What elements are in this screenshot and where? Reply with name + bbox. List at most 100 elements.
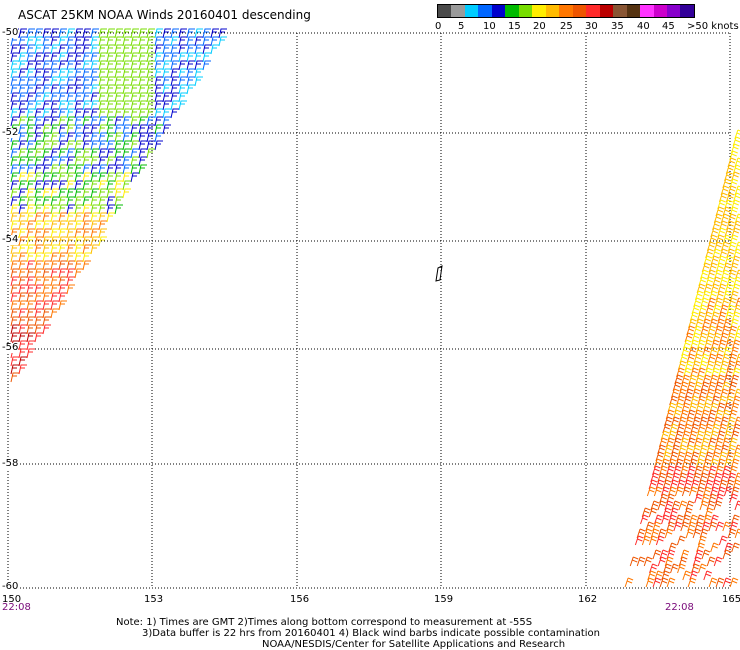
wind-barb (672, 437, 682, 448)
wind-barb (98, 124, 107, 135)
wind-barb (659, 465, 668, 476)
wind-barb (90, 140, 99, 151)
wind-barb (170, 52, 179, 63)
wind-barb (717, 311, 727, 322)
wind-barb (702, 374, 712, 385)
wind-barb (724, 255, 734, 266)
wind-barb (146, 44, 155, 55)
wind-barb (18, 316, 27, 327)
wind-barb (154, 132, 163, 143)
wind-barb (701, 465, 710, 476)
wind-barb (715, 493, 724, 504)
wind-barb (90, 44, 99, 55)
wind-barb (122, 44, 131, 55)
wind-barb (138, 132, 147, 143)
wind-barb (58, 60, 67, 71)
wind-barb (657, 556, 667, 567)
wind-barb (709, 346, 718, 357)
wind-barb (50, 124, 59, 135)
wind-barb (66, 236, 75, 247)
wind-barb (718, 423, 728, 434)
legend-swatch (518, 5, 533, 17)
wind-barb (662, 507, 672, 518)
wind-barb (90, 236, 99, 247)
wind-barb (26, 212, 35, 223)
wind-barb (703, 255, 713, 266)
wind-barb (154, 140, 163, 151)
wind-barb (82, 244, 91, 255)
wind-barb (666, 521, 676, 532)
wind-barb (106, 116, 115, 127)
wind-barb (74, 148, 83, 159)
wind-barb (114, 116, 123, 127)
wind-barb (688, 402, 698, 413)
wind-barb (684, 388, 694, 399)
wind-barb (186, 68, 195, 79)
wind-barb (90, 212, 99, 223)
wind-barb (716, 402, 726, 413)
wind-barb (721, 325, 731, 336)
wind-barb (708, 465, 717, 476)
wind-barb (717, 283, 727, 294)
wind-barb (66, 188, 75, 199)
wind-barb (722, 262, 732, 273)
legend-swatch (653, 5, 667, 17)
wind-barb (676, 367, 685, 378)
wind-barb (82, 124, 91, 135)
wind-barb (718, 451, 728, 462)
wind-barb (42, 292, 51, 303)
wind-barb (726, 360, 736, 371)
wind-barb (700, 297, 709, 308)
wind-barb (114, 180, 123, 191)
wind-barb (678, 416, 687, 427)
lon-label: 165 (722, 594, 740, 605)
wind-barb (146, 132, 155, 143)
wind-barb (154, 28, 163, 39)
wind-barb (714, 437, 724, 448)
wind-barb (74, 108, 83, 119)
wind-barb (18, 268, 27, 279)
wind-barb (186, 44, 195, 55)
wind-barb (42, 84, 51, 95)
wind-barb (82, 68, 91, 79)
wind-barb (42, 300, 51, 311)
wind-barb (146, 92, 155, 103)
wind-barb (98, 188, 107, 199)
wind-barb (50, 108, 59, 119)
contaminated-barbs (435, 265, 443, 282)
wind-barb (652, 549, 662, 560)
wind-barb (26, 44, 35, 55)
wind-barb (719, 304, 729, 315)
wind-barb (98, 68, 107, 79)
wind-barb (731, 171, 740, 182)
wind-barb (58, 252, 67, 263)
wind-barb (58, 172, 67, 183)
wind-barb (34, 76, 43, 87)
wind-barb (162, 60, 171, 71)
wind-barb (66, 28, 75, 39)
wind-barb (98, 84, 107, 95)
wind-barb (641, 535, 651, 546)
wind-barb (705, 360, 715, 371)
wind-barb (66, 228, 75, 239)
wind-barb (710, 542, 719, 553)
wind-barb (162, 52, 171, 63)
wind-barb (636, 528, 646, 539)
wind-barb (730, 402, 740, 413)
wind-barb (723, 458, 733, 469)
wind-barb (18, 28, 27, 39)
wind-barb (668, 514, 677, 525)
wind-barb (674, 458, 684, 469)
wind-barb (18, 180, 27, 191)
wind-barb (704, 367, 713, 378)
legend-swatch (438, 5, 452, 17)
wind-barb (691, 304, 701, 315)
wind-barb (677, 388, 687, 399)
wind-barb (162, 92, 171, 103)
wind-barb (717, 255, 727, 266)
wind-barb (728, 325, 738, 336)
wind-barb (42, 268, 51, 279)
wind-barb (681, 402, 691, 413)
wind-barb (695, 374, 705, 385)
wind-barb (718, 535, 728, 546)
